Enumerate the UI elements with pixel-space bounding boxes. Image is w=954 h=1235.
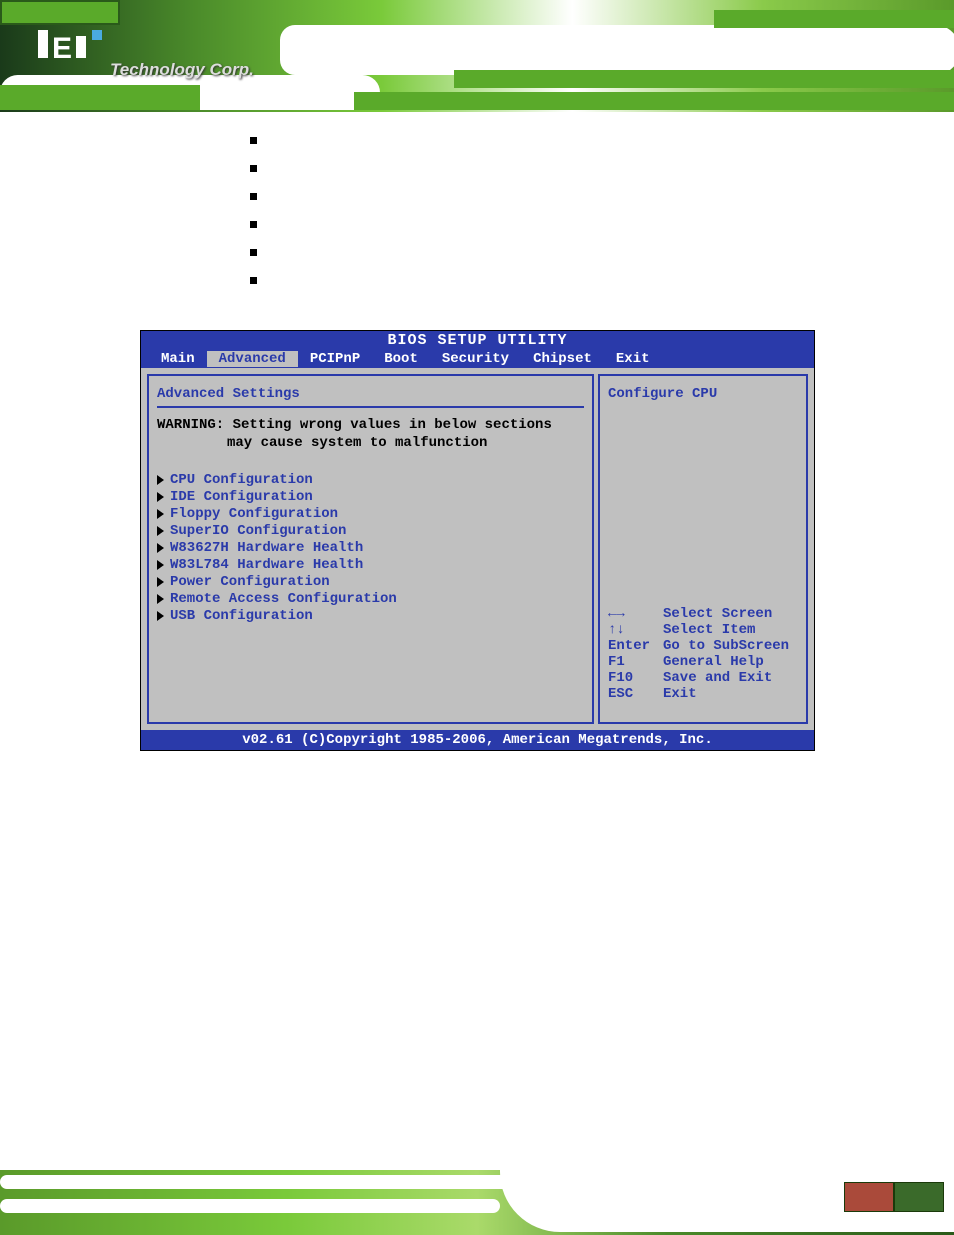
help-desc: Go to SubScreen — [663, 638, 789, 654]
warning-text: WARNING: Setting wrong values in below s… — [157, 416, 584, 452]
triangle-right-icon — [157, 560, 164, 570]
top-banner: E Technology Corp. — [0, 0, 954, 112]
config-item-list: CPU ConfigurationIDE ConfigurationFloppy… — [157, 472, 584, 624]
circuit-decor — [0, 85, 200, 110]
advanced-settings-header: Advanced Settings — [157, 386, 584, 402]
config-item-label: W83L784 Hardware Health — [170, 557, 363, 573]
help-key: Enter — [608, 638, 663, 654]
bios-tabs: Main Advanced PCIPnP Boot Security Chips… — [141, 350, 814, 368]
bios-tab-boot[interactable]: Boot — [372, 351, 430, 367]
help-key: ESC — [608, 686, 663, 702]
help-title: Configure CPU — [608, 386, 798, 402]
list-item — [250, 244, 814, 262]
key-help-row: ←→Select Screen — [608, 606, 798, 622]
triangle-right-icon — [157, 543, 164, 553]
config-item-label: Remote Access Configuration — [170, 591, 397, 607]
chip-decor — [894, 1182, 944, 1212]
circuit-decor — [0, 0, 120, 25]
bios-left-panel: Advanced Settings WARNING: Setting wrong… — [147, 374, 594, 724]
config-item[interactable]: CPU Configuration — [157, 472, 584, 488]
bios-tab-chipset[interactable]: Chipset — [521, 351, 604, 367]
bios-title: BIOS SETUP UTILITY — [141, 331, 814, 350]
key-help-row: F1General Help — [608, 654, 798, 670]
list-item — [250, 216, 814, 234]
bios-tab-main[interactable]: Main — [149, 351, 207, 367]
help-desc: General Help — [663, 654, 764, 670]
triangle-right-icon — [157, 475, 164, 485]
config-item[interactable]: W83L784 Hardware Health — [157, 557, 584, 573]
config-item-label: Floppy Configuration — [170, 506, 338, 522]
list-item — [250, 272, 814, 290]
logo: E — [38, 30, 102, 66]
config-item-label: SuperIO Configuration — [170, 523, 346, 539]
config-item[interactable]: USB Configuration — [157, 608, 584, 624]
bios-tab-security[interactable]: Security — [430, 351, 521, 367]
config-item-label: CPU Configuration — [170, 472, 313, 488]
config-item-label: W83627H Hardware Health — [170, 540, 363, 556]
help-key: ←→ — [608, 606, 663, 622]
banner-shape — [280, 25, 954, 75]
config-item-label: Power Configuration — [170, 574, 330, 590]
help-desc: Save and Exit — [663, 670, 772, 686]
circuit-decor — [354, 92, 954, 110]
bios-right-panel: Configure CPU ←→Select Screen↑↓Select It… — [598, 374, 808, 724]
list-item — [250, 132, 814, 150]
bottom-banner — [0, 1127, 954, 1235]
circuit-decor — [454, 70, 954, 88]
key-help-block: ←→Select Screen↑↓Select ItemEnterGo to S… — [608, 606, 798, 702]
config-item-label: IDE Configuration — [170, 489, 313, 505]
bios-body: Advanced Settings WARNING: Setting wrong… — [141, 368, 814, 730]
banner-shape — [0, 1199, 500, 1213]
bios-tab-pcipnp[interactable]: PCIPnP — [298, 351, 372, 367]
config-item[interactable]: SuperIO Configuration — [157, 523, 584, 539]
list-item — [250, 188, 814, 206]
config-item[interactable]: Remote Access Configuration — [157, 591, 584, 607]
page-content: BIOS SETUP UTILITY Main Advanced PCIPnP … — [0, 112, 954, 751]
circuit-decor — [714, 10, 954, 28]
help-desc: Select Item — [663, 622, 755, 638]
triangle-right-icon — [157, 526, 164, 536]
triangle-right-icon — [157, 577, 164, 587]
config-item[interactable]: Power Configuration — [157, 574, 584, 590]
bios-screenshot: BIOS SETUP UTILITY Main Advanced PCIPnP … — [140, 330, 815, 751]
bios-tab-advanced[interactable]: Advanced — [207, 351, 298, 367]
triangle-right-icon — [157, 492, 164, 502]
divider — [157, 406, 584, 408]
key-help-row: ESCExit — [608, 686, 798, 702]
logo-icon: E — [38, 30, 102, 66]
warning-line: may cause system to malfunction — [157, 434, 584, 452]
bios-footer: v02.61 (C)Copyright 1985-2006, American … — [141, 730, 814, 750]
config-item[interactable]: W83627H Hardware Health — [157, 540, 584, 556]
help-desc: Select Screen — [663, 606, 772, 622]
help-desc: Exit — [663, 686, 697, 702]
chip-decor — [844, 1182, 894, 1212]
logo-text: Technology Corp. — [110, 60, 254, 80]
config-item[interactable]: IDE Configuration — [157, 489, 584, 505]
help-key: F10 — [608, 670, 663, 686]
help-key: ↑↓ — [608, 622, 663, 638]
config-item[interactable]: Floppy Configuration — [157, 506, 584, 522]
config-item-label: USB Configuration — [170, 608, 313, 624]
bios-tab-exit[interactable]: Exit — [604, 351, 662, 367]
bullet-list — [250, 132, 814, 290]
key-help-row: EnterGo to SubScreen — [608, 638, 798, 654]
list-item — [250, 160, 814, 178]
help-key: F1 — [608, 654, 663, 670]
key-help-row: F10Save and Exit — [608, 670, 798, 686]
triangle-right-icon — [157, 509, 164, 519]
triangle-right-icon — [157, 594, 164, 604]
warning-line: WARNING: Setting wrong values in below s… — [157, 416, 584, 434]
triangle-right-icon — [157, 611, 164, 621]
key-help-row: ↑↓Select Item — [608, 622, 798, 638]
banner-shape — [0, 1175, 550, 1189]
